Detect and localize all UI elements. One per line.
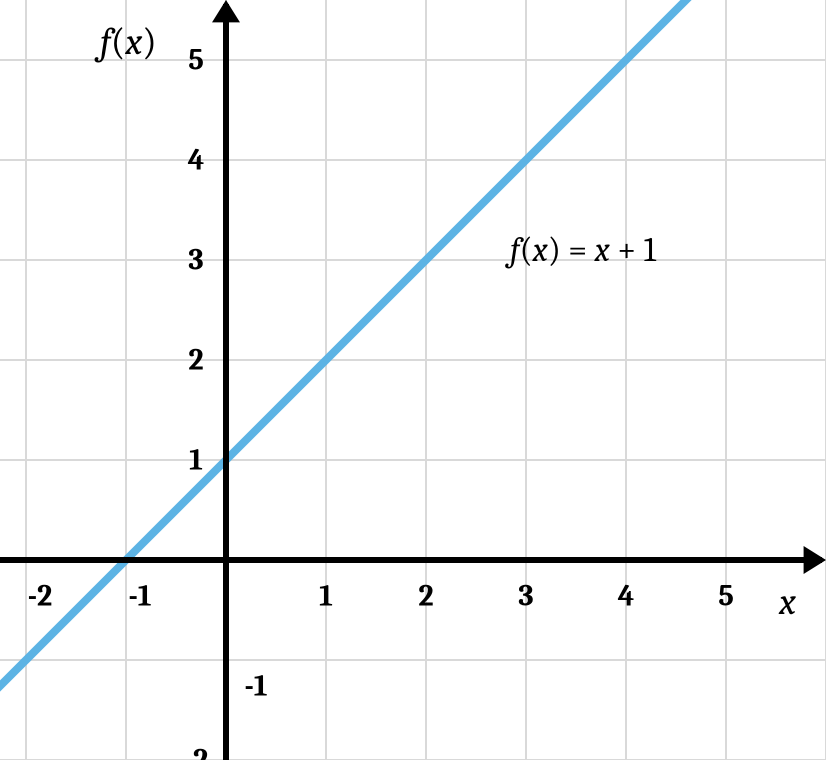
x-axis-title: x [779, 580, 796, 624]
y-tick-label: -1 [244, 669, 267, 704]
x-tick-label: 3 [518, 579, 533, 614]
x-tick-label: 4 [618, 579, 635, 614]
function-label: f(x) = x + 1 [510, 230, 656, 270]
x-tick-label: 5 [718, 579, 734, 614]
x-axis-arrow [804, 546, 826, 574]
chart-container: f(x) x f(x) = x + 1 -2-112345-2-1123456 [0, 0, 826, 760]
y-tick-label: 1 [189, 443, 203, 478]
y-tick-label: -2 [184, 743, 209, 760]
x-tick-label: -1 [128, 579, 151, 614]
y-tick-label: 2 [188, 343, 203, 378]
x-tick-label: 2 [418, 579, 433, 614]
x-tick-label: -2 [28, 579, 53, 614]
x-tick-label: 1 [319, 579, 333, 614]
y-tick-label: 5 [188, 43, 204, 78]
y-tick-label: 3 [188, 243, 203, 278]
y-tick-label: 4 [188, 143, 205, 178]
function-line [0, 0, 826, 710]
y-axis-title: f(x) [100, 20, 157, 64]
axes [0, 0, 826, 760]
chart-svg [0, 0, 826, 760]
y-axis-arrow [212, 0, 240, 22]
grid [0, 0, 826, 760]
